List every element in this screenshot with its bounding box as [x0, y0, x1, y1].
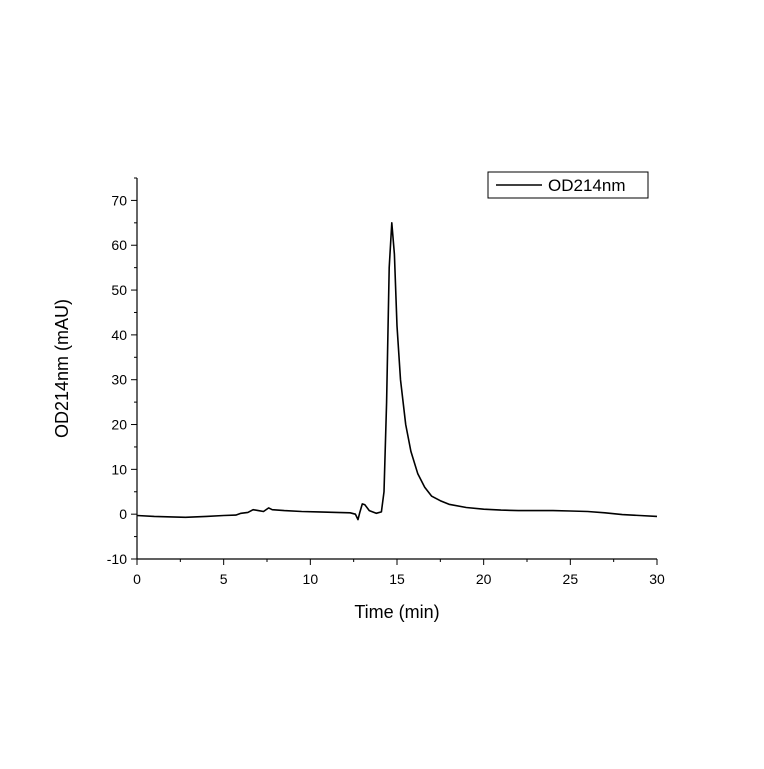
- x-tick-label: 0: [133, 571, 141, 587]
- x-tick-label: 30: [649, 571, 665, 587]
- series-line-0: [136, 222, 658, 521]
- y-tick-label: -10: [107, 551, 127, 567]
- y-tick-label: 60: [111, 237, 127, 253]
- axes: [136, 178, 657, 560]
- y-tick-label: 40: [111, 327, 127, 343]
- x-tick-label: 5: [220, 571, 228, 587]
- y-tick-label: 30: [111, 372, 127, 388]
- axis-ticks: 0 5 10 15 20 25 30 -10 0 10 20 30 40 50 60 70: [107, 177, 665, 587]
- x-tick-label: 20: [476, 571, 492, 587]
- y-tick-label: 0: [119, 506, 127, 522]
- legend: OD214nm: [487, 171, 649, 199]
- y-tick-label: 70: [111, 192, 127, 208]
- y-tick-label: 50: [111, 282, 127, 298]
- legend-label-od214nm: OD214nm: [548, 176, 625, 195]
- x-axis-title: Time (min): [354, 602, 439, 622]
- y-axis-title: OD214nm (mAU): [52, 299, 72, 438]
- y-tick-label: 10: [111, 461, 127, 477]
- x-tick-label: 15: [389, 571, 405, 587]
- x-tick-label: 25: [563, 571, 579, 587]
- series-layer: [136, 222, 658, 521]
- x-tick-label: 10: [303, 571, 319, 587]
- y-tick-label: 20: [111, 417, 127, 433]
